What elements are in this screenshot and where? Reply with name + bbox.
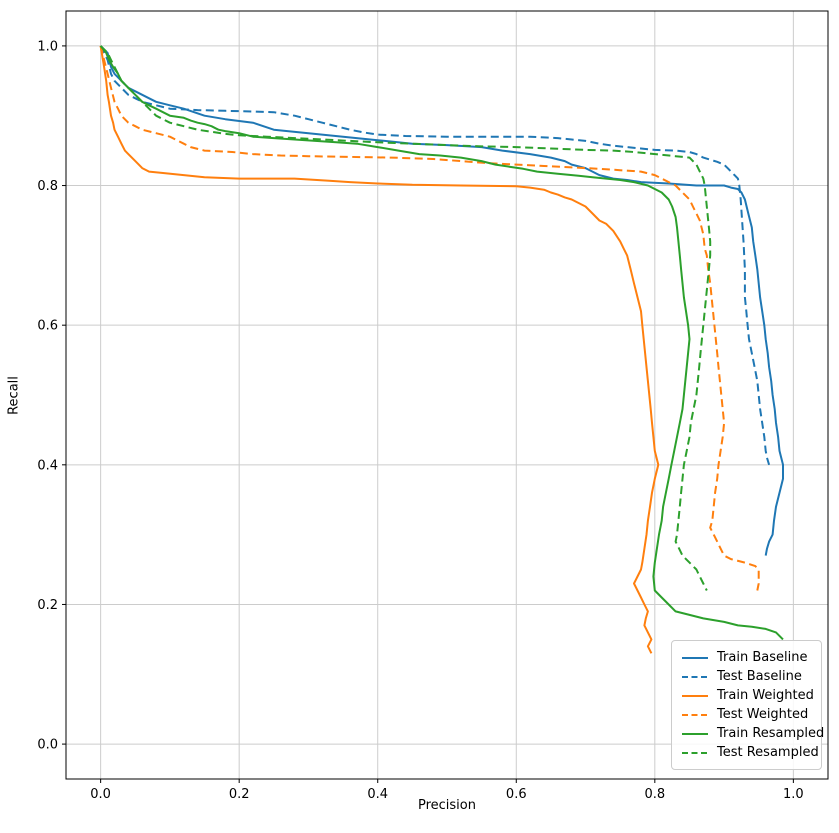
x-tick-label: 0.2 <box>229 787 250 802</box>
series-line-train-baseline <box>99 45 784 556</box>
y-tick-label: 0.6 <box>37 319 58 334</box>
y-tick-label: 0.4 <box>37 458 58 473</box>
x-tick-label: 0.8 <box>644 787 665 802</box>
series-line-test-resampled <box>99 45 712 591</box>
legend-item-train-weighted: Train Weighted <box>681 686 814 705</box>
x-tick-label: 0.4 <box>367 787 388 802</box>
legend-line-icon <box>682 732 708 735</box>
legend-label: Train Resampled <box>717 726 825 741</box>
axes-frame <box>65 10 829 780</box>
legend-line-icon <box>682 751 708 754</box>
y-axis-label: Recall <box>6 376 22 415</box>
series-line-train-weighted <box>99 45 660 654</box>
legend-item-train-baseline: Train Baseline <box>681 648 812 667</box>
x-tick-label: 0.0 <box>90 787 111 802</box>
y-tick-label: 1.0 <box>37 39 58 54</box>
legend-label: Test Baseline <box>717 669 802 684</box>
legend-line-icon <box>682 656 708 659</box>
legend-line-icon <box>682 713 708 716</box>
y-tick-label: 0.8 <box>37 179 58 194</box>
legend-item-train-resampled: Train Resampled <box>681 724 824 743</box>
series-line-test-weighted <box>99 45 760 591</box>
legend-item-test-weighted: Test Weighted <box>681 705 812 724</box>
legend-label: Train Weighted <box>717 688 814 703</box>
series-line-train-resampled <box>99 45 784 641</box>
series-line-test-baseline <box>99 45 771 466</box>
y-tick-label: 0.0 <box>37 738 58 753</box>
legend-label: Test Weighted <box>717 707 809 722</box>
legend-line-icon <box>682 675 708 678</box>
legend-line-icon <box>682 694 708 697</box>
x-tick-label: 0.6 <box>506 787 527 802</box>
legend: Train Baseline Test Baseline Train Weigh… <box>671 640 824 770</box>
y-tick-label: 0.2 <box>37 598 58 613</box>
legend-item-test-resampled: Test Resampled <box>681 743 819 762</box>
x-axis-label: Precision <box>417 798 476 813</box>
legend-label: Test Resampled <box>717 745 819 760</box>
legend-label: Train Baseline <box>717 650 808 665</box>
x-tick-label: 1.0 <box>783 787 804 802</box>
legend-item-test-baseline: Test Baseline <box>681 667 812 686</box>
